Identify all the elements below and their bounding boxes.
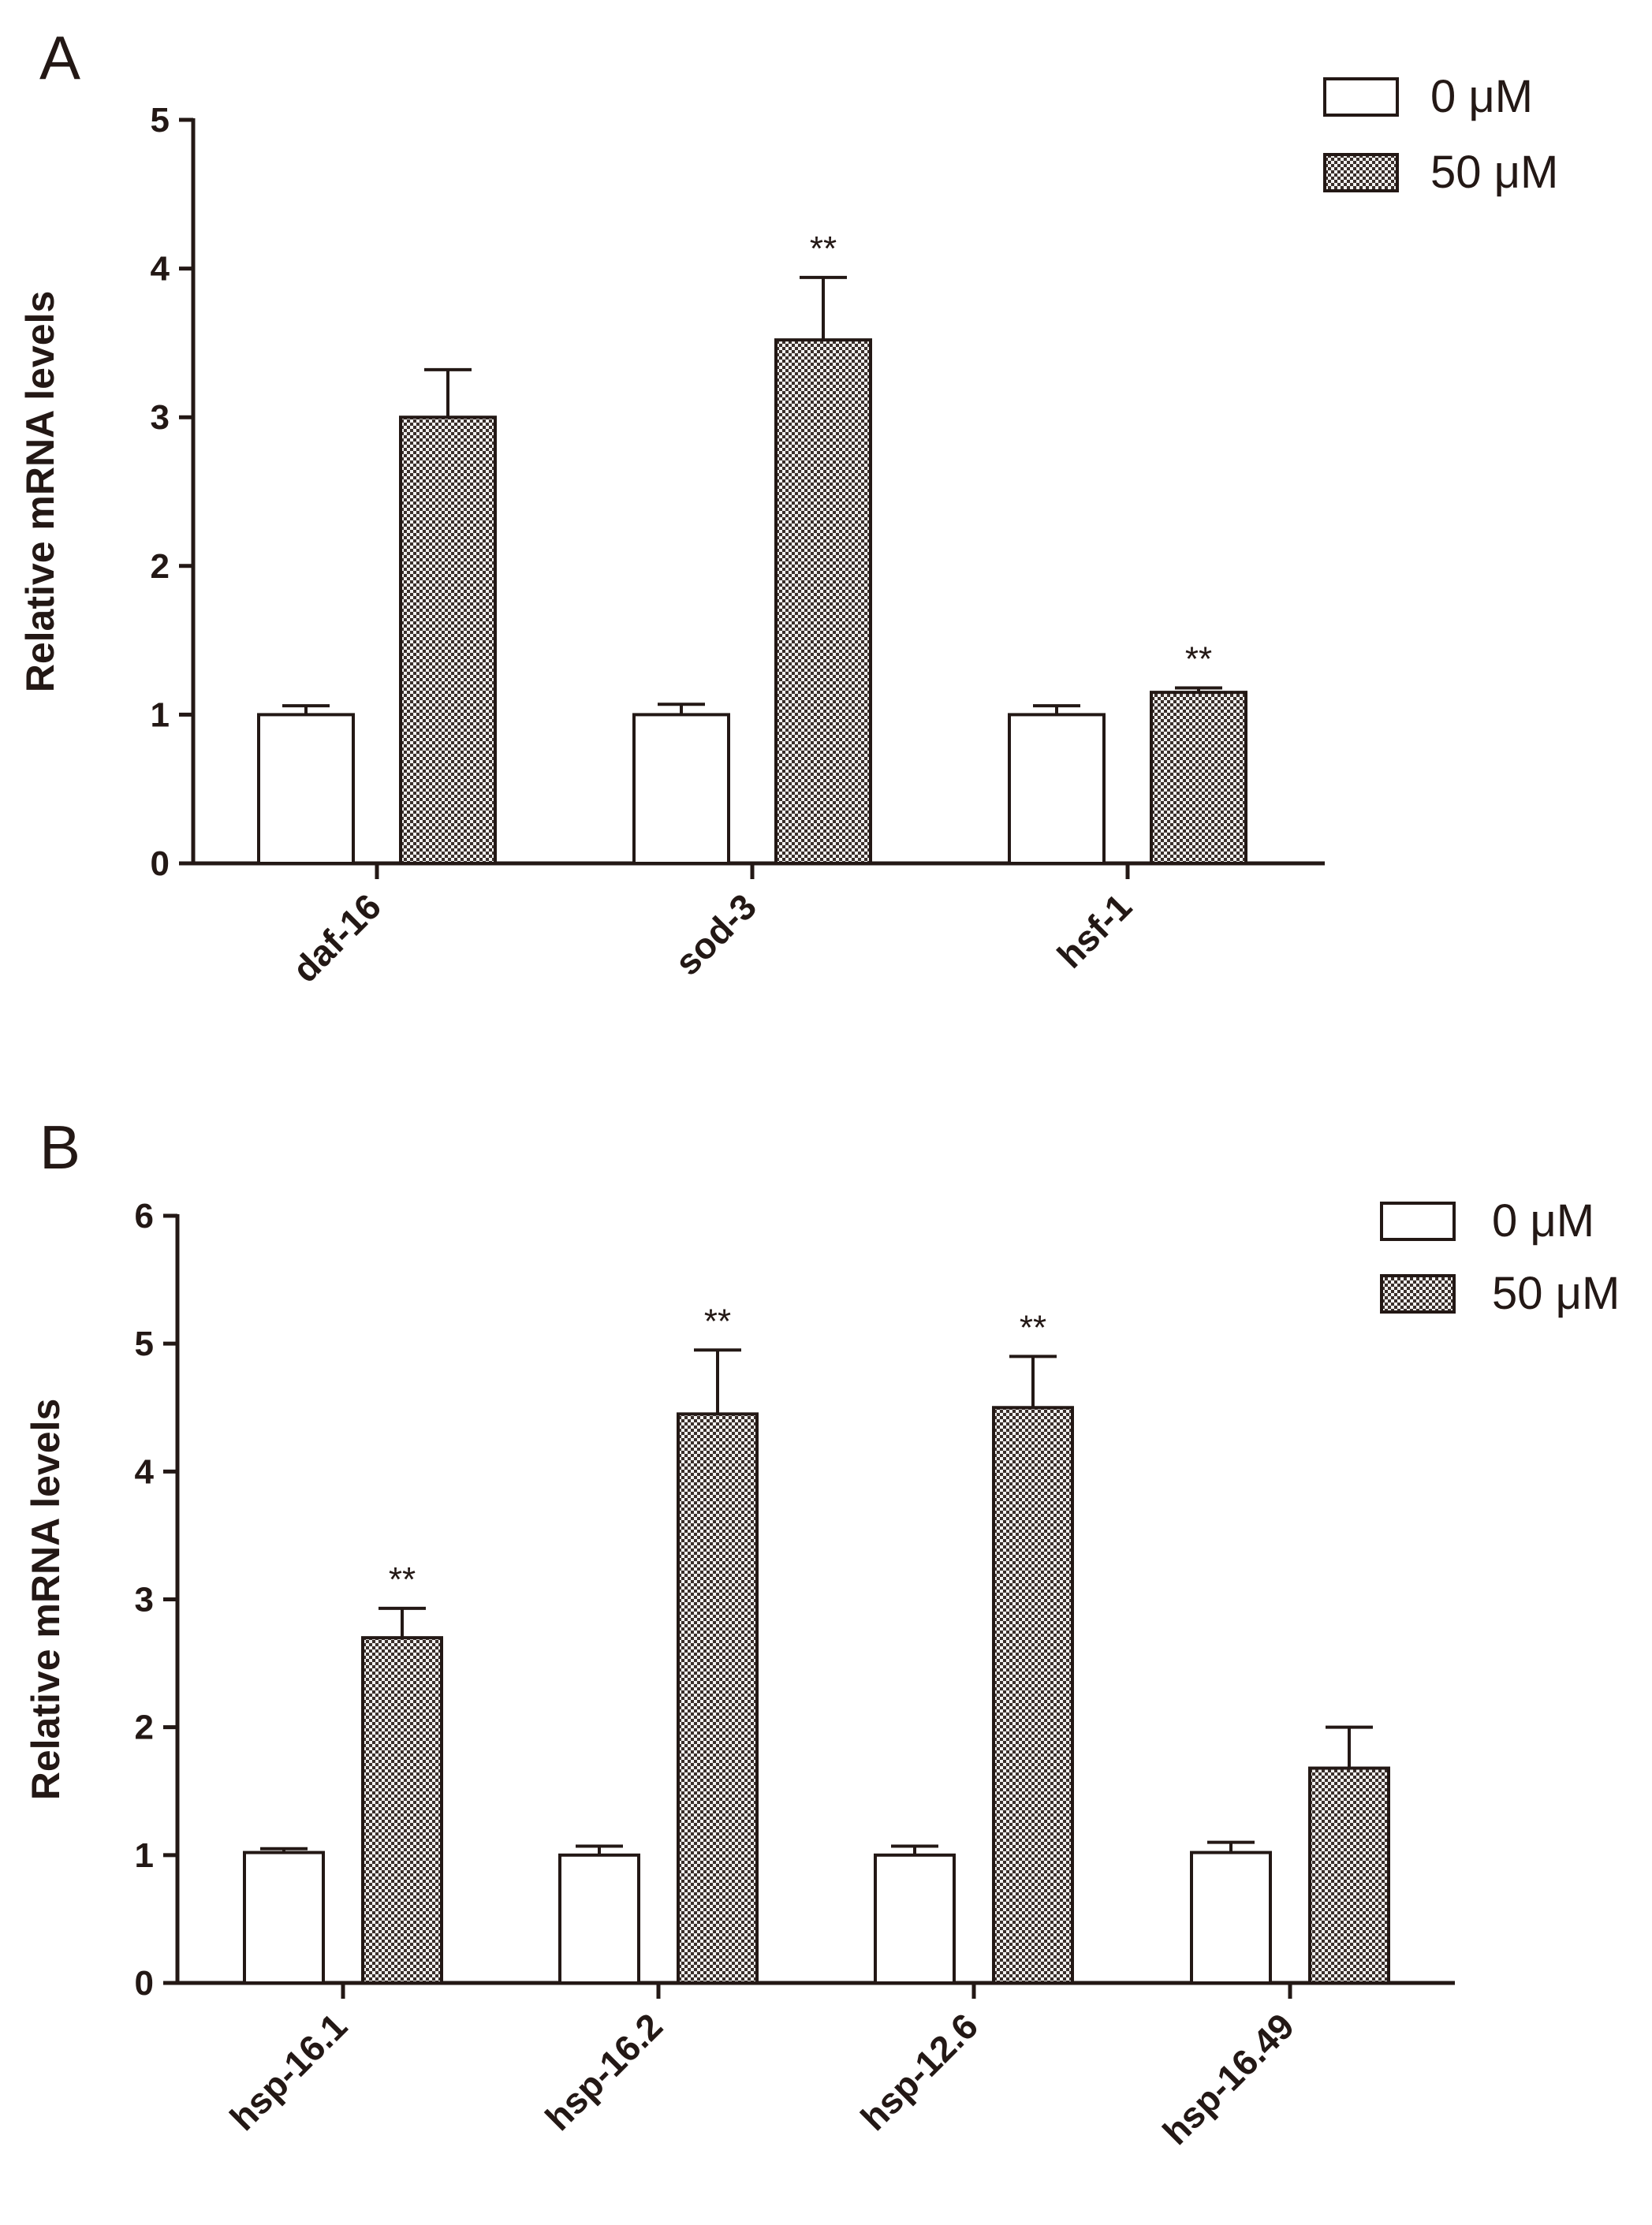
chartb-bar-treated bbox=[361, 1636, 443, 1985]
chartb-y-tick-label: 2 bbox=[135, 1709, 154, 1747]
chartb-legend-label-control: 0 μM bbox=[1492, 1195, 1594, 1247]
charta-legend-label-treated: 50 μM bbox=[1430, 147, 1558, 198]
charta-x-tick-label: hsf-1 bbox=[1050, 885, 1139, 975]
charta-y-tick-label: 0 bbox=[151, 844, 170, 883]
chartb-y-tick-label: 4 bbox=[135, 1452, 155, 1491]
chartb-bar-control bbox=[874, 1853, 956, 1985]
chartb-y-tick-label: 3 bbox=[135, 1581, 154, 1619]
panel-letter-b: B bbox=[39, 1112, 80, 1182]
chartb-legend-swatch-control bbox=[1380, 1202, 1456, 1241]
chartb-bar-control bbox=[243, 1850, 325, 1985]
chartb-legend-swatch-treated bbox=[1380, 1274, 1456, 1314]
charta-bar-treated bbox=[1150, 691, 1247, 865]
chartb-bar-treated bbox=[992, 1406, 1074, 1985]
charta-y-tick-label: 1 bbox=[151, 695, 170, 734]
chartb-y-tick-label: 0 bbox=[135, 1964, 154, 2003]
charta-y-axis-title: Relative mRNA levels bbox=[18, 291, 62, 693]
panel-letter-a: A bbox=[39, 23, 80, 92]
charta-bar-treated bbox=[774, 338, 872, 865]
chartb-significance-marker: ** bbox=[1020, 1308, 1046, 1347]
charta-y-tick-label: 4 bbox=[151, 250, 170, 289]
chartb-x-tick-label: hsp-16.49 bbox=[1154, 2005, 1302, 2152]
chartb-bar-treated bbox=[1308, 1766, 1390, 1985]
charta-bar-control bbox=[257, 713, 355, 866]
chartb-bar-control bbox=[1190, 1850, 1272, 1985]
charta-bar-treated bbox=[399, 416, 497, 865]
chartb-x-tick-label: hsp-16.1 bbox=[222, 2005, 355, 2138]
charta-legend-swatch-control bbox=[1323, 77, 1399, 117]
charta-y-tick-label: 5 bbox=[151, 101, 170, 140]
chartb-y-tick-label: 1 bbox=[135, 1836, 154, 1875]
chartb-x-tick-label: hsp-16.2 bbox=[537, 2005, 670, 2138]
charta-bar-control bbox=[632, 713, 730, 866]
chartb-bar-control bbox=[558, 1853, 640, 1985]
chartb-significance-marker: ** bbox=[389, 1560, 416, 1599]
chartb-y-tick-label: 5 bbox=[135, 1325, 154, 1363]
charta-y-tick-label: 3 bbox=[151, 398, 170, 437]
charta-y-tick-label: 2 bbox=[151, 547, 170, 586]
charta-significance-marker: ** bbox=[810, 229, 837, 268]
chartb-x-tick-label: hsp-12.6 bbox=[852, 2005, 986, 2138]
charta-x-tick-label: daf-16 bbox=[284, 885, 389, 990]
chartb-bar-treated bbox=[677, 1412, 759, 1985]
chartb-y-axis-title: Relative mRNA levels bbox=[24, 1399, 68, 1801]
chartb-significance-marker: ** bbox=[704, 1302, 731, 1340]
chartb-y-tick-label: 6 bbox=[135, 1197, 154, 1235]
charta-significance-marker: ** bbox=[1185, 639, 1212, 678]
charta-bar-control bbox=[1008, 713, 1106, 866]
charta-x-tick-label: sod-3 bbox=[667, 885, 765, 983]
charta-legend-label-control: 0 μM bbox=[1430, 71, 1533, 122]
chartb-legend-label-treated: 50 μM bbox=[1492, 1268, 1620, 1319]
charta-legend-swatch-treated bbox=[1323, 153, 1399, 192]
